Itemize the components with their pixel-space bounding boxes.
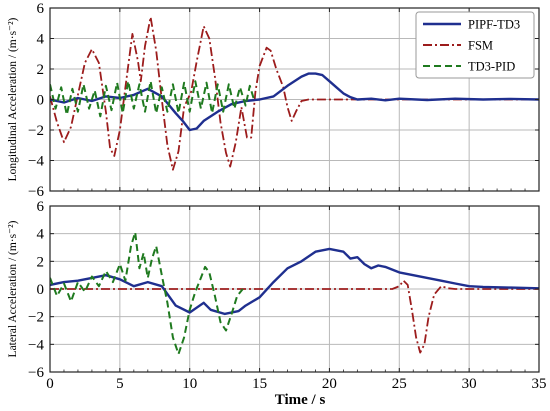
top-y-tick-label: 4	[37, 32, 45, 48]
bottom-y-tick-label: −6	[28, 365, 44, 381]
bottom-y-tick-label: 4	[37, 227, 45, 243]
top-y-tick-label: −4	[28, 154, 44, 170]
legend-label-fsm: FSM	[468, 39, 493, 53]
top-series-td3-pid	[50, 80, 255, 118]
bottom-panel: 0 5 10 15 20 25 30 35 −6 −4 −2 0 2 4 6 Lateral Acceler…	[7, 199, 547, 408]
top-y-tick-label: 6	[37, 1, 45, 17]
bottom-series-fsm	[50, 279, 539, 354]
legend-box	[415, 11, 535, 79]
bottom-series	[50, 231, 539, 355]
top-series	[50, 16, 539, 171]
x-tick-label: 5	[116, 376, 124, 392]
legend: PIPF-TD3 FSM TD3-PID	[415, 11, 535, 79]
x-tick-label: 10	[182, 376, 197, 392]
top-panel: −6 −4 −2 0 2 4 6 Longitudinal Acceleration / (…	[7, 1, 540, 200]
top-y-tick-label: 0	[37, 93, 45, 109]
top-ticks: −6 −4 −2 0 2 4 6	[28, 1, 540, 200]
legend-label-pipf-td3: PIPF-TD3	[468, 18, 520, 32]
bottom-y-tick-label: −2	[28, 310, 44, 326]
x-tick-label: 0	[46, 376, 54, 392]
bottom-series-pipf-td3	[50, 247, 539, 316]
x-tick-label: 15	[252, 376, 267, 392]
bottom-y-tick-label: 0	[37, 282, 45, 298]
top-series-pipf-td3	[50, 72, 539, 132]
legend-label-td3-pid: TD3-PID	[468, 60, 515, 74]
top-y-tick-label: −6	[28, 184, 44, 200]
bottom-ticks: 0 5 10 15 20 25 30 35 −6 −4 −2 0 2 4 6	[28, 199, 546, 392]
x-tick-label: 20	[322, 376, 337, 392]
x-tick-label: 25	[392, 376, 407, 392]
bottom-y-tick-label: 2	[37, 254, 45, 270]
x-axis-label: Time / s	[275, 392, 326, 408]
x-tick-label: 35	[532, 376, 547, 392]
bottom-y-tick-label: 6	[37, 199, 45, 215]
x-tick-label: 30	[462, 376, 477, 392]
top-y-tick-label: −2	[28, 123, 44, 139]
top-y-axis-label: Longitudinal Acceleration / (m·s⁻²)	[7, 17, 19, 181]
top-y-tick-label: 2	[37, 62, 45, 78]
bottom-y-tick-label: −4	[28, 337, 44, 353]
bottom-y-axis-label: Lateral Acceleration / (m·s⁻²)	[7, 220, 19, 357]
